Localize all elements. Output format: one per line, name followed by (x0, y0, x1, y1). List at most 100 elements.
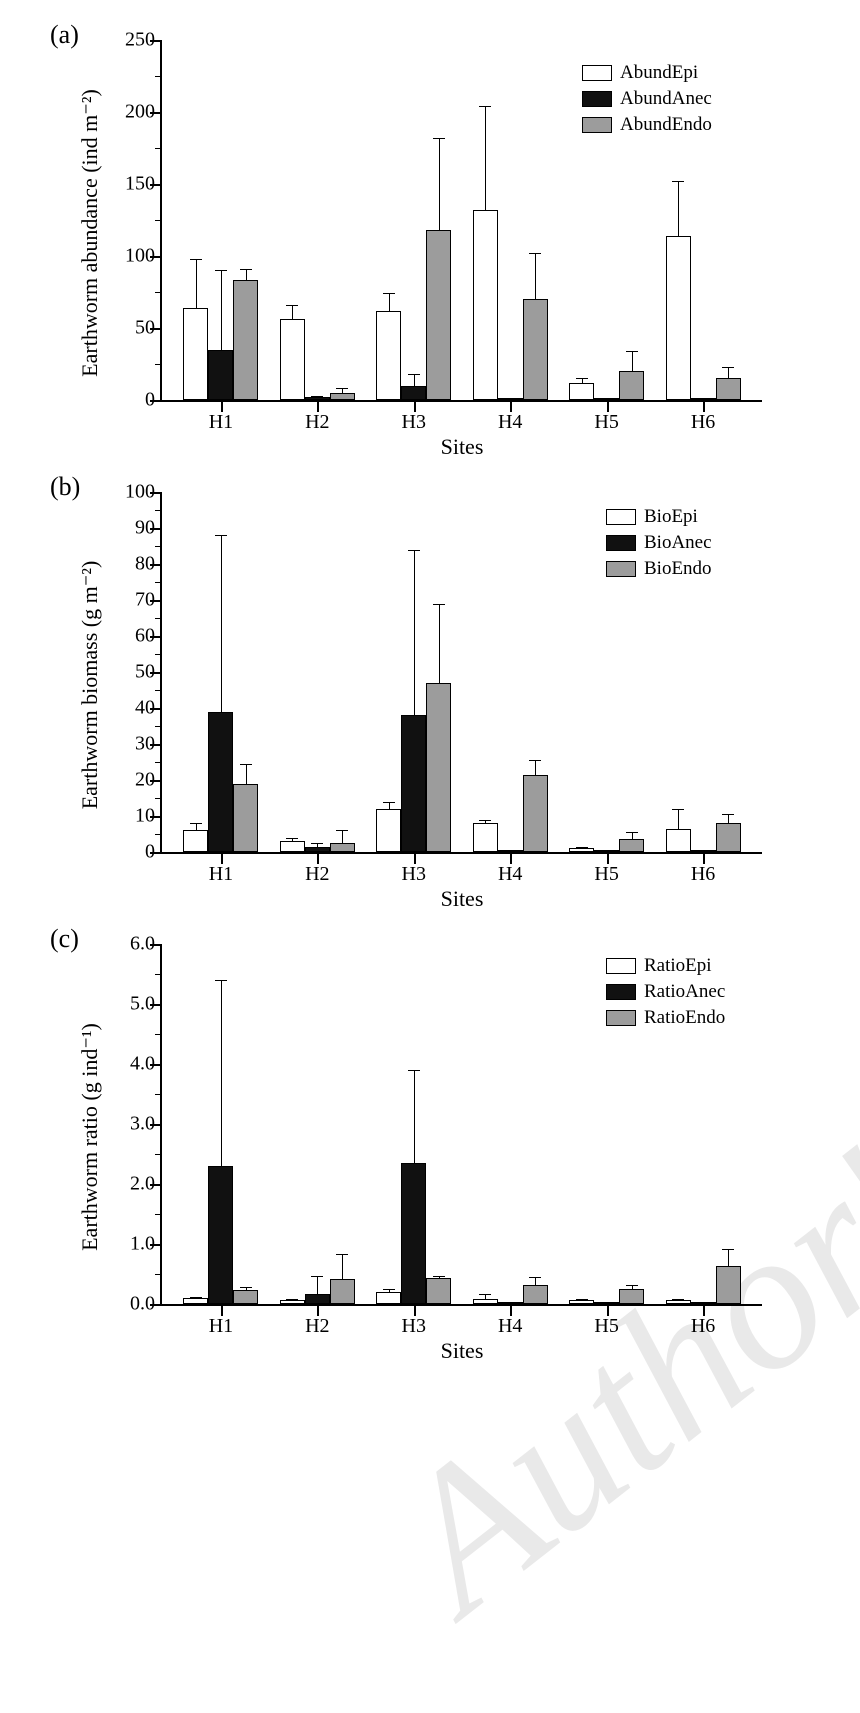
error-cap (433, 138, 445, 139)
legend-item: RatioEpi (606, 955, 725, 977)
y-tick-label: 40 (107, 697, 155, 720)
legend: RatioEpiRatioAnecRatioEndo (606, 955, 725, 1029)
error-cap (240, 764, 252, 765)
y-tick-minor (155, 582, 162, 583)
error-cap (286, 1299, 298, 1300)
x-tick-label: H5 (594, 1315, 618, 1338)
x-tick-label: H2 (305, 1315, 329, 1338)
error-bar (439, 138, 440, 230)
error-cap (215, 980, 227, 981)
bar-endo (523, 1285, 548, 1304)
bar-endo (233, 1290, 258, 1304)
bar-anec (401, 1163, 426, 1304)
error-bar (292, 305, 293, 319)
bar-anec (691, 398, 716, 400)
x-tick-label: H2 (305, 411, 329, 434)
legend-swatch-endo (582, 117, 612, 133)
y-tick-label: 80 (107, 553, 155, 576)
x-tick-label: H6 (691, 411, 715, 434)
error-cap (479, 106, 491, 107)
error-cap (311, 843, 323, 844)
y-tick-minor (155, 76, 162, 77)
error-cap (626, 351, 638, 352)
error-cap (529, 760, 541, 761)
y-axis-label: Earthworm ratio (g ind⁻¹) (77, 1023, 103, 1251)
y-tick-minor (155, 364, 162, 365)
legend-item: AbundEpi (582, 62, 712, 84)
error-bar (246, 764, 247, 784)
legend-label: BioAnec (644, 532, 712, 554)
y-tick-minor (155, 546, 162, 547)
error-cap (433, 604, 445, 605)
bar-endo (233, 784, 258, 852)
y-tick-label: 200 (107, 101, 155, 124)
bar-endo (523, 299, 548, 400)
bar-epi (280, 841, 305, 852)
error-bar (246, 269, 247, 281)
error-bar (342, 1254, 343, 1279)
bar-endo (426, 230, 451, 400)
legend-item: AbundEndo (582, 114, 712, 136)
y-axis-label: Earthworm biomass (g m⁻²) (77, 561, 103, 810)
bar-epi (376, 1292, 401, 1304)
bar-endo (619, 1289, 644, 1304)
legend-swatch-anec (606, 984, 636, 1000)
y-tick-label: 100 (107, 481, 155, 504)
y-tick-label: 20 (107, 769, 155, 792)
error-bar (535, 760, 536, 774)
y-tick-minor (155, 148, 162, 149)
y-tick-minor (155, 654, 162, 655)
legend-label: RatioAnec (644, 981, 725, 1003)
error-bar (632, 832, 633, 839)
error-bar (317, 1276, 318, 1294)
panel-b: (b)Earthworm biomass (g m⁻²)Sites0102030… (60, 492, 800, 854)
bar-epi (376, 311, 401, 400)
y-tick-label: 4.0 (107, 1053, 155, 1076)
error-cap (626, 1285, 638, 1286)
y-tick-minor (155, 1034, 162, 1035)
chart-b: Earthworm biomass (g m⁻²)Sites0102030405… (160, 492, 762, 854)
y-tick-label: 250 (107, 29, 155, 52)
error-bar (414, 374, 415, 386)
bar-epi (569, 1300, 594, 1304)
error-cap (576, 378, 588, 379)
error-cap (215, 270, 227, 271)
legend-item: BioEndo (606, 558, 712, 580)
error-bar (535, 1277, 536, 1285)
y-tick-minor (155, 1154, 162, 1155)
bar-endo (716, 1266, 741, 1304)
legend-label: BioEndo (644, 558, 712, 580)
x-tick-label: H3 (402, 1315, 426, 1338)
error-bar (728, 814, 729, 823)
error-bar (678, 181, 679, 236)
error-cap (433, 1276, 445, 1277)
y-tick-label: 70 (107, 589, 155, 612)
y-tick-minor (155, 618, 162, 619)
y-tick-label: 5.0 (107, 993, 155, 1016)
bar-endo (330, 393, 355, 400)
y-tick-minor (155, 292, 162, 293)
x-tick-label: H4 (498, 1315, 522, 1338)
error-cap (286, 838, 298, 839)
error-cap (576, 847, 588, 848)
error-cap (240, 1287, 252, 1288)
y-tick-label: 0 (107, 841, 155, 864)
error-cap (529, 253, 541, 254)
y-tick-label: 1.0 (107, 1233, 155, 1256)
error-bar (414, 1070, 415, 1163)
x-axis-label: Sites (441, 434, 484, 460)
x-tick-label: H4 (498, 411, 522, 434)
x-tick-label: H3 (402, 863, 426, 886)
bar-anec (401, 386, 426, 400)
error-bar (221, 535, 222, 711)
error-cap (479, 1294, 491, 1295)
y-tick-minor (155, 834, 162, 835)
chart-a: Earthworm abundance (ind m⁻²)Sites050100… (160, 40, 762, 402)
panel-label-c: (c) (50, 924, 79, 954)
error-bar (728, 367, 729, 379)
y-tick-label: 60 (107, 625, 155, 648)
error-cap (722, 814, 734, 815)
error-bar (342, 830, 343, 843)
bar-epi (666, 1300, 691, 1304)
x-tick-label: H2 (305, 863, 329, 886)
